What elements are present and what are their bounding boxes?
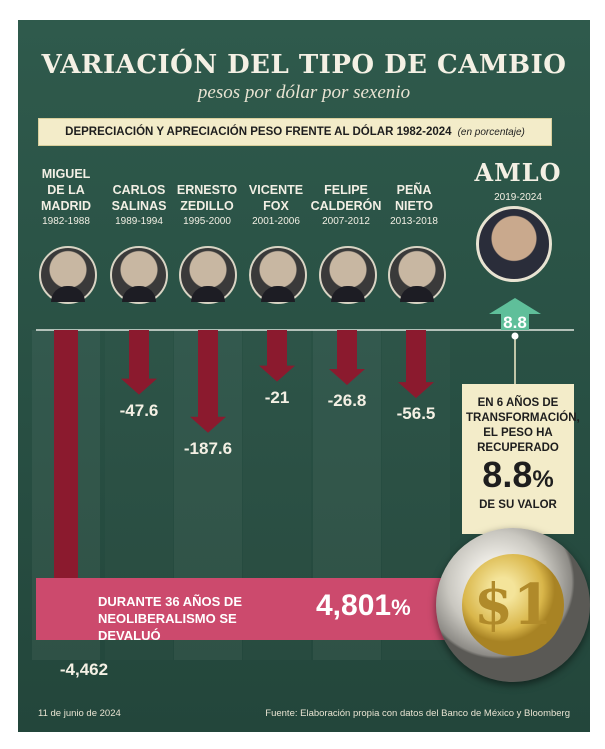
- president-name-line: VICENTE: [248, 183, 304, 197]
- president-name-line: ERNESTO: [176, 183, 238, 197]
- president-name-line: DE LA: [47, 183, 85, 197]
- value-label-fox: -21: [264, 387, 290, 407]
- president-name-line: FELIPE: [324, 183, 368, 197]
- arrow-pena: [398, 330, 434, 399]
- president-label-madrid: MIGUEL DE LA MADRID 1982-1988: [30, 166, 102, 230]
- president-years: 2007-2012: [322, 216, 370, 227]
- arrow-fox: [259, 330, 295, 382]
- president-years: 2013-2018: [390, 216, 438, 227]
- president-name-line: MIGUEL: [41, 167, 91, 181]
- amlo-box-value: 8.8%: [462, 456, 574, 499]
- neoliberal-value-pct: %: [391, 595, 411, 620]
- president-name-line: SALINAS: [111, 199, 167, 213]
- president-portrait-salinas: [110, 246, 168, 304]
- coin-center: $1: [462, 554, 564, 656]
- amlo-box-text: DE SU VALOR: [479, 499, 557, 511]
- amlo-box-text: EL PESO HA RECUPERADO: [477, 427, 559, 454]
- peso-coin-icon: $1: [436, 528, 590, 682]
- president-portrait-fox: [249, 246, 307, 304]
- value-label-zedillo: -187.6: [183, 438, 233, 458]
- president-name-line: CARLOS: [112, 183, 166, 197]
- value-label-madrid: -4,462: [59, 660, 109, 679]
- arrow-amlo: [489, 298, 541, 330]
- arrow-madrid: [44, 330, 88, 640]
- coin-symbol: $1: [474, 572, 552, 638]
- neoliberal-value-number: 4,801: [316, 589, 392, 622]
- neoliberal-text-line: DURANTE 36 AÑOS DE: [98, 594, 242, 609]
- banner-main-text: DEPRECIACIÓN Y APRECIACIÓN PESO FRENTE A…: [65, 126, 452, 138]
- president-label-fox: VICENTE FOX 2001-2006: [240, 182, 312, 230]
- arrow-calderon: [329, 330, 365, 385]
- president-label-pena: PEÑA NIETO 2013-2018: [378, 182, 450, 230]
- president-years: 1982-1988: [42, 216, 90, 227]
- amlo-callout-box: EN 6 AÑOS DE TRANSFORMACIÓN, EL PESO HA …: [462, 384, 580, 534]
- banner: DEPRECIACIÓN Y APRECIACIÓN PESO FRENTE A…: [38, 118, 552, 146]
- footer-date: 11 de junio de 2024: [38, 708, 121, 719]
- arrow-zedillo: [190, 330, 226, 433]
- footer-source: Fuente: Elaboración propia con datos del…: [265, 708, 570, 719]
- president-name-line: MADRID: [41, 199, 91, 213]
- neoliberal-text: DURANTE 36 AÑOS DE NEOLIBERALISMO SE DEV…: [98, 593, 298, 644]
- president-name-line: PEÑA: [396, 183, 432, 197]
- amlo-box-value-pct: %: [532, 466, 554, 493]
- infographic-card: VARIACIÓN DEL TIPO DE CAMBIO pesos por d…: [18, 20, 590, 732]
- value-label-salinas: -47.6: [119, 400, 159, 420]
- president-label-calderon: FELIPE CALDERÓN 2007-2012: [310, 182, 382, 230]
- neoliberal-band: [36, 578, 456, 640]
- value-label-amlo: 8.8: [503, 313, 527, 332]
- amlo-box-value-number: 8.8: [482, 454, 533, 495]
- president-name-line: ZEDILLO: [180, 199, 234, 213]
- amlo-portrait: [476, 206, 552, 282]
- arrow-salinas: [121, 330, 157, 395]
- amlo-years: 2019-2024: [494, 192, 542, 203]
- president-portrait-calderon: [319, 246, 377, 304]
- president-name-line: CALDERÓN: [310, 199, 382, 213]
- value-label-calderon: -26.8: [327, 390, 367, 410]
- amlo-connector-dot: [511, 332, 519, 340]
- amlo-box-text: EN 6 AÑOS DE TRANSFORMACIÓN,: [466, 397, 580, 424]
- chart-subtitle: pesos por dólar por sexenio: [197, 82, 411, 103]
- president-name-line: FOX: [263, 199, 289, 213]
- president-years: 2001-2006: [252, 216, 300, 227]
- president-label-salinas: CARLOS SALINAS 1989-1994: [103, 182, 175, 230]
- president-label-zedillo: ERNESTO ZEDILLO 1995-2000: [171, 182, 243, 230]
- value-label-pena: -56.5: [396, 404, 436, 424]
- neoliberal-text-line: NEOLIBERALISMO SE DEVALUÓ: [98, 611, 237, 643]
- president-years: 1995-2000: [183, 216, 231, 227]
- neoliberal-value: 4,801%: [316, 589, 411, 623]
- president-portrait-zedillo: [179, 246, 237, 304]
- president-portrait-madrid: [39, 246, 97, 304]
- president-name-line: NIETO: [395, 199, 433, 213]
- president-portrait-pena: [388, 246, 446, 304]
- banner-unit-text: (en porcentaje): [457, 126, 525, 138]
- president-years: 1989-1994: [115, 216, 163, 227]
- chart-title: VARIACIÓN DEL TIPO DE CAMBIO: [41, 50, 567, 80]
- amlo-name: AMLO: [474, 158, 562, 187]
